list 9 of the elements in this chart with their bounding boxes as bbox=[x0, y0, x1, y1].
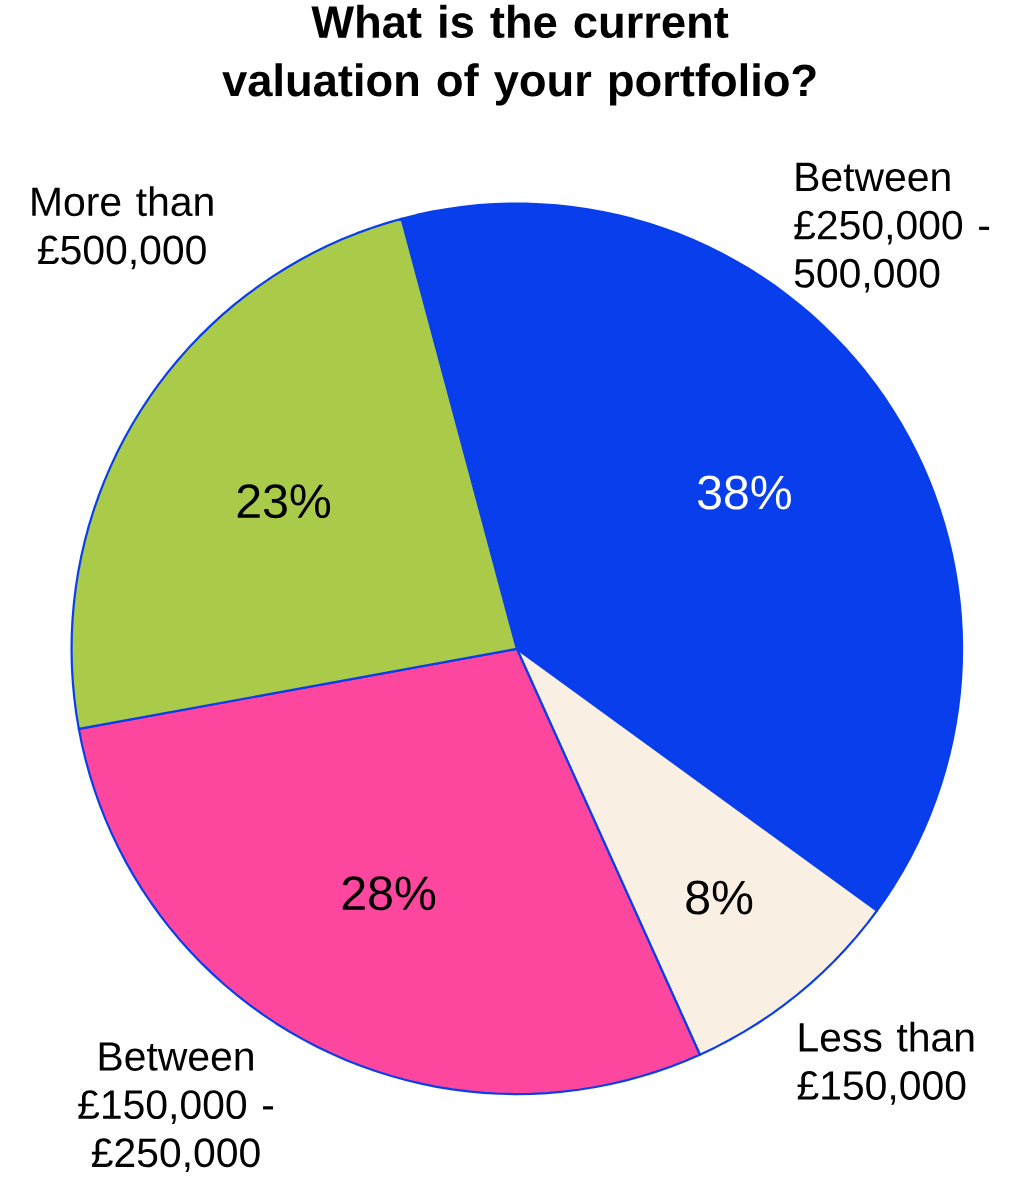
slice-label: Between £150,000 - £250,000 bbox=[78, 1042, 274, 1173]
slice-label: More than £500,000 bbox=[32, 186, 213, 270]
slice-label: Between £250,000 - 500,000 bbox=[794, 162, 990, 293]
data-label: 38% bbox=[698, 475, 791, 510]
data-label: 23% bbox=[237, 484, 331, 519]
data-label: 28% bbox=[342, 876, 436, 911]
slice-label: Less than £150,000 bbox=[797, 1021, 974, 1105]
data-label: 8% bbox=[686, 880, 753, 915]
chart-title: What is the current valuation of your portfolio? bbox=[222, 4, 816, 106]
